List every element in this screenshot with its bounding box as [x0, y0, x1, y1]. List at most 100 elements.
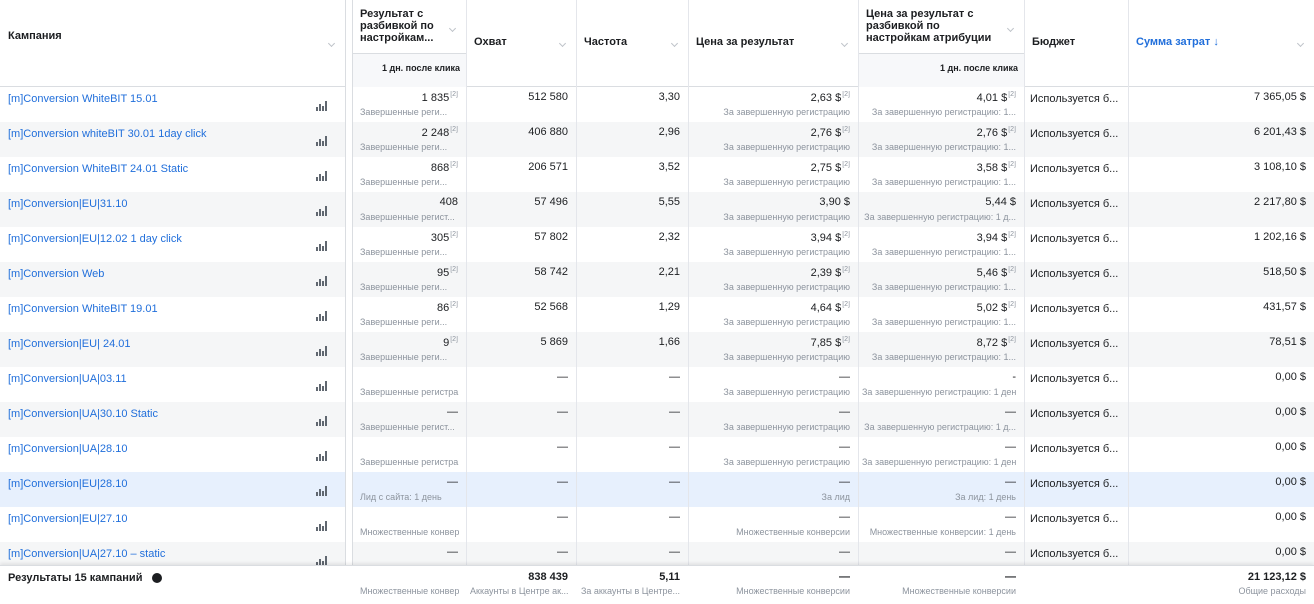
column-header[interactable]: Цена за результат: [696, 36, 795, 48]
cell-subtext: Множественные конверсии: 1 день: [869, 527, 1016, 537]
cell-value: 4,64 $[2]: [692, 301, 850, 314]
column-header[interactable]: Кампания: [8, 30, 62, 42]
value-text: —: [669, 546, 680, 558]
cell-value: —: [356, 476, 458, 488]
value-text: 4,64 $: [810, 301, 842, 314]
value-text: -: [1012, 371, 1016, 383]
campaign-name[interactable]: [m]Conversion|EU|28.10: [8, 478, 128, 490]
footnote: [2]: [1008, 126, 1016, 133]
cell-subtext: За завершенную регистрацию: [723, 177, 850, 187]
value-text: 57 496: [534, 196, 568, 208]
campaign-name[interactable]: [m]Conversion whiteBIT 30.01 1day click: [8, 128, 207, 140]
campaign-name[interactable]: [m]Conversion|EU| 24.01: [8, 338, 131, 350]
value-text: 2,76 $: [976, 126, 1008, 139]
value-text: —: [1005, 511, 1016, 523]
chart-icon[interactable]: [316, 241, 328, 251]
cell-value: —: [470, 546, 568, 558]
column-header[interactable]: Охват: [474, 36, 507, 48]
value-text: —: [447, 476, 458, 488]
campaign-name[interactable]: [m]Conversion Web: [8, 268, 105, 280]
value-text: —: [839, 476, 850, 488]
chart-icon[interactable]: [316, 381, 328, 391]
info-icon[interactable]: [152, 573, 162, 583]
column-divider: [1128, 0, 1129, 604]
cell-value: —: [692, 511, 850, 523]
chart-icon[interactable]: [316, 556, 328, 566]
campaign-name[interactable]: [m]Conversion WhiteBIT 19.01: [8, 303, 158, 315]
campaign-name[interactable]: [m]Conversion WhiteBIT 15.01: [8, 93, 158, 105]
value-text: 6 201,43 $: [1254, 126, 1306, 138]
footer-value: —: [1005, 571, 1016, 583]
chart-icon[interactable]: [316, 171, 328, 181]
cell-subtext: За завершенную регистрацию: 1 д...: [864, 422, 1016, 432]
chart-icon[interactable]: [316, 346, 328, 356]
campaign-name[interactable]: [m]Conversion|UA|30.10 Static: [8, 408, 159, 420]
campaign-name[interactable]: [m]Conversion|UA|27.10 – static: [8, 548, 166, 560]
column-header[interactable]: Цена за результат с разбивкой по настрой…: [866, 8, 992, 44]
cell-value: —: [470, 511, 568, 523]
cell-value: 5 869: [470, 336, 568, 348]
footer-subtext: За аккаунты в Центре...: [580, 586, 680, 596]
cell-value: 5,55: [580, 196, 680, 208]
footnote: [2]: [842, 91, 850, 98]
cell-subtext: За завершенную регистрацию: [723, 457, 850, 467]
value-text: —: [669, 511, 680, 523]
cell-value: —: [862, 441, 1016, 453]
chart-icon[interactable]: [316, 451, 328, 461]
cell-value: 3 108,10 $: [1132, 161, 1306, 173]
footer-value: —: [839, 571, 850, 583]
column-header[interactable]: Бюджет: [1032, 36, 1076, 48]
campaign-name[interactable]: [m]Conversion|UA|03.11: [8, 373, 127, 385]
column-header[interactable]: Частота: [584, 36, 628, 48]
budget: Используется б...: [1030, 163, 1119, 175]
cell-value: 95[2]: [356, 266, 458, 279]
cell-value: —: [862, 406, 1016, 418]
value-text: —: [669, 371, 680, 383]
footnote: [2]: [450, 91, 458, 98]
footnote: [2]: [450, 266, 458, 273]
table-row: [0, 367, 1314, 402]
cell-value: —: [356, 546, 458, 558]
value-text: 5 869: [540, 336, 568, 348]
campaign-name[interactable]: [m]Conversion|EU|27.10: [8, 513, 128, 525]
campaign-name[interactable]: [m]Conversion WhiteBIT 24.01 Static: [8, 163, 189, 175]
cell-value: 3,90 $: [692, 196, 850, 208]
column-header[interactable]: Сумма затрат ↓: [1136, 36, 1219, 48]
value-text: 206 571: [528, 161, 568, 173]
value-text: 2,32: [658, 231, 680, 243]
value-text: 0,00 $: [1275, 546, 1306, 558]
chart-icon[interactable]: [316, 276, 328, 286]
budget: Используется б...: [1030, 338, 1119, 350]
column-divider: [466, 0, 467, 604]
chart-icon[interactable]: [316, 101, 328, 111]
campaign-name[interactable]: [m]Conversion|UA|28.10: [8, 443, 128, 455]
cell-value: 78,51 $: [1132, 336, 1306, 348]
value-text: —: [557, 511, 568, 523]
budget: Используется б...: [1030, 373, 1119, 385]
value-text: —: [839, 511, 850, 523]
budget: Используется б...: [1030, 408, 1119, 420]
subheader-bg: [352, 53, 466, 87]
chart-icon[interactable]: [316, 521, 328, 531]
chart-icon[interactable]: [316, 136, 328, 146]
cell-value: —: [580, 476, 680, 488]
column-header[interactable]: Результат с разбивкой по настройкам...: [360, 8, 434, 44]
footer-value: 838 439: [528, 571, 568, 583]
value-text: —: [1005, 476, 1016, 488]
cell-subtext: За лид: [821, 492, 850, 502]
chart-icon[interactable]: [316, 486, 328, 496]
table-row: [0, 402, 1314, 437]
cell-value: 3,94 $[2]: [862, 231, 1016, 244]
cell-value: 512 580: [470, 91, 568, 103]
campaign-name[interactable]: [m]Conversion|EU|12.02 1 day click: [8, 233, 182, 245]
cell-subtext: За завершенную регистрацию: 1 д...: [864, 212, 1016, 222]
chart-icon[interactable]: [316, 311, 328, 321]
cell-subtext: За завершенную регистрацию: 1 ден: [862, 457, 1016, 467]
value-text: 4,01 $: [976, 91, 1008, 104]
campaign-name[interactable]: [m]Conversion|EU|31.10: [8, 198, 128, 210]
cell-value: 6 201,43 $: [1132, 126, 1306, 138]
chart-icon[interactable]: [316, 206, 328, 216]
cell-subtext: Завершенные регист...: [360, 422, 455, 432]
chart-icon[interactable]: [316, 416, 328, 426]
footnote: [2]: [1008, 336, 1016, 343]
